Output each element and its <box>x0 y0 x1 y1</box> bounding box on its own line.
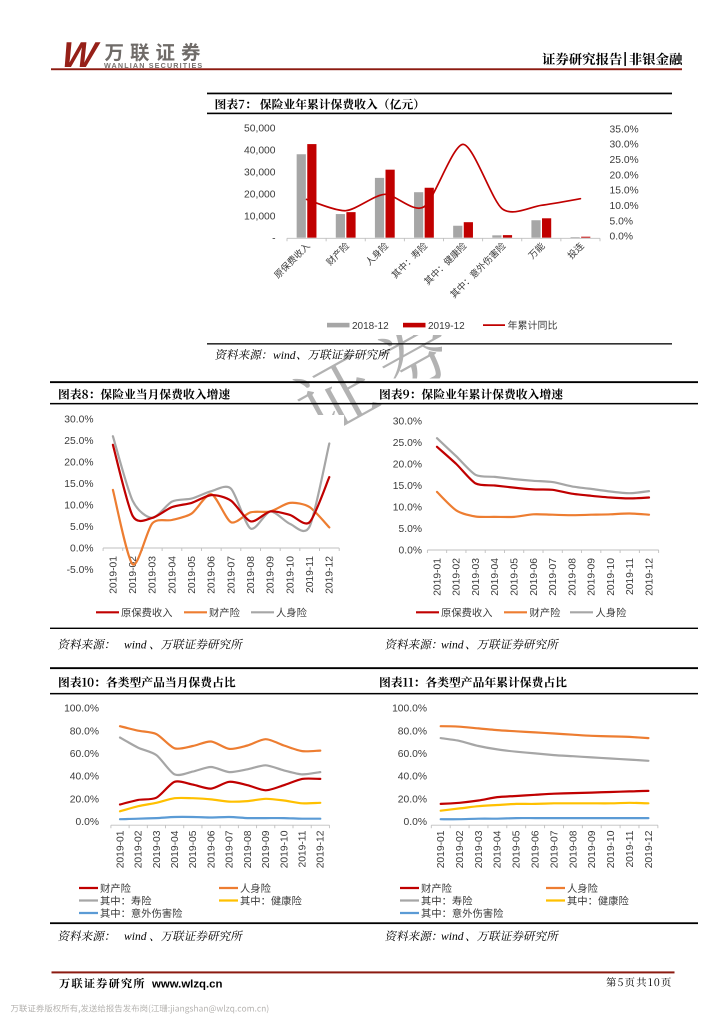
svg-text:2019-06: 2019-06 <box>529 558 540 596</box>
svg-text:2019-02: 2019-02 <box>134 830 145 868</box>
svg-text:2019-09: 2019-09 <box>266 556 277 594</box>
svg-text:0.0%: 0.0% <box>70 544 93 555</box>
svg-text:2019-05: 2019-05 <box>187 556 198 594</box>
svg-text:2019-06: 2019-06 <box>206 830 217 868</box>
svg-text:2019-07: 2019-07 <box>226 556 237 594</box>
svg-text:-5.0%: -5.0% <box>67 565 94 576</box>
svg-text:20.0%: 20.0% <box>64 458 93 469</box>
svg-text:0.0%: 0.0% <box>399 546 422 557</box>
svg-text:wind: wind <box>441 930 464 943</box>
svg-text:2019-10: 2019-10 <box>285 556 296 594</box>
svg-text:2019-10: 2019-10 <box>606 830 617 868</box>
svg-text:80.0%: 80.0% <box>398 726 427 737</box>
svg-text:60.0%: 60.0% <box>398 749 427 760</box>
svg-text:2019-05: 2019-05 <box>188 830 199 868</box>
svg-text:40.0%: 40.0% <box>70 772 99 783</box>
svg-text:10.0%: 10.0% <box>64 501 93 512</box>
svg-text:35.0%: 35.0% <box>610 124 639 135</box>
svg-text:2019-04: 2019-04 <box>493 830 504 868</box>
svg-text:2019-08: 2019-08 <box>567 558 578 596</box>
svg-text:25.0%: 25.0% <box>393 438 422 449</box>
svg-text:10,000: 10,000 <box>244 211 276 222</box>
svg-text:2019-12: 2019-12 <box>644 830 655 868</box>
svg-text:2019-04: 2019-04 <box>490 558 501 596</box>
svg-text:2019-02: 2019-02 <box>455 830 466 868</box>
svg-text:2019-05: 2019-05 <box>509 558 520 596</box>
svg-text:www.wlzq.cn: www.wlzq.cn <box>151 979 222 991</box>
svg-text:5.0%: 5.0% <box>399 524 422 535</box>
svg-text:wind: wind <box>441 639 464 652</box>
svg-text:2019-11: 2019-11 <box>625 830 636 867</box>
svg-text:2019-08: 2019-08 <box>243 830 254 868</box>
svg-text:2019-09: 2019-09 <box>261 830 272 868</box>
svg-text:2019-01: 2019-01 <box>115 830 126 868</box>
svg-text:2019-07: 2019-07 <box>548 558 559 596</box>
svg-text:25.0%: 25.0% <box>610 155 639 166</box>
svg-text:5.0%: 5.0% <box>610 216 633 227</box>
svg-text:2019-03: 2019-03 <box>148 556 159 594</box>
svg-text:2019-09: 2019-09 <box>587 830 598 868</box>
svg-text:2019-06: 2019-06 <box>531 830 542 868</box>
svg-text:15.0%: 15.0% <box>610 186 639 197</box>
svg-text:15.0%: 15.0% <box>64 479 93 490</box>
svg-text:80.0%: 80.0% <box>70 726 99 737</box>
svg-text:2019-03: 2019-03 <box>471 558 482 596</box>
svg-text:2019-05: 2019-05 <box>512 830 523 868</box>
svg-text:2019-03: 2019-03 <box>152 830 163 868</box>
svg-text:2019-01: 2019-01 <box>108 556 119 594</box>
svg-text:2019-09: 2019-09 <box>587 558 598 596</box>
svg-text:20.0%: 20.0% <box>70 794 99 805</box>
svg-text:30.0%: 30.0% <box>64 415 93 426</box>
svg-text:2019-02: 2019-02 <box>128 556 139 594</box>
svg-text:2019-04: 2019-04 <box>170 830 181 868</box>
svg-text:2019-12: 2019-12 <box>644 558 655 596</box>
svg-text:-: - <box>272 233 275 244</box>
svg-text:2019-10: 2019-10 <box>606 558 617 596</box>
svg-text:20.0%: 20.0% <box>610 170 639 181</box>
svg-text:wind: wind <box>273 349 296 362</box>
svg-text:100.0%: 100.0% <box>392 704 427 715</box>
svg-text:2019-12: 2019-12 <box>428 321 465 332</box>
svg-text:2019-07: 2019-07 <box>549 830 560 868</box>
svg-text:2019-06: 2019-06 <box>207 556 218 594</box>
svg-text:30,000: 30,000 <box>244 167 276 178</box>
svg-text:2019-01: 2019-01 <box>436 830 447 868</box>
svg-text:2019-04: 2019-04 <box>167 556 178 594</box>
svg-text:20.0%: 20.0% <box>393 460 422 471</box>
svg-text:2019-08: 2019-08 <box>246 556 257 594</box>
svg-text:2019-02: 2019-02 <box>452 558 463 596</box>
svg-text:50,000: 50,000 <box>244 123 276 134</box>
svg-text:WANLIAN SECURITIES: WANLIAN SECURITIES <box>104 61 203 70</box>
svg-text:10.0%: 10.0% <box>610 201 639 212</box>
svg-text:40,000: 40,000 <box>244 145 276 156</box>
svg-text:wind: wind <box>124 639 147 652</box>
svg-text:2019-12: 2019-12 <box>316 830 327 868</box>
svg-text:2019-01: 2019-01 <box>432 558 443 596</box>
svg-text:wind: wind <box>124 930 147 943</box>
svg-text:60.0%: 60.0% <box>70 749 99 760</box>
svg-text:2019-12: 2019-12 <box>325 556 336 594</box>
svg-text:40.0%: 40.0% <box>398 772 427 783</box>
svg-text:30.0%: 30.0% <box>393 417 422 428</box>
svg-text:2019-11: 2019-11 <box>298 830 309 867</box>
svg-text:20,000: 20,000 <box>244 189 276 200</box>
svg-text:2019-07: 2019-07 <box>225 830 236 868</box>
svg-text:30.0%: 30.0% <box>610 140 639 151</box>
svg-text:10.0%: 10.0% <box>393 503 422 514</box>
svg-text:2018-12: 2018-12 <box>352 321 389 332</box>
svg-text:5.0%: 5.0% <box>70 522 93 533</box>
svg-text:2019-08: 2019-08 <box>568 830 579 868</box>
svg-text:15.0%: 15.0% <box>393 481 422 492</box>
svg-text:0.0%: 0.0% <box>404 817 427 828</box>
svg-text:20.0%: 20.0% <box>398 794 427 805</box>
svg-text:0.0%: 0.0% <box>610 232 633 243</box>
svg-text:25.0%: 25.0% <box>64 436 93 447</box>
svg-text:2019-10: 2019-10 <box>279 830 290 868</box>
svg-text:2019-03: 2019-03 <box>474 830 485 868</box>
svg-text:2019-11: 2019-11 <box>625 558 636 595</box>
svg-text:0.0%: 0.0% <box>76 817 99 828</box>
svg-text:100.0%: 100.0% <box>64 704 99 715</box>
svg-text:2019-11: 2019-11 <box>305 556 316 593</box>
